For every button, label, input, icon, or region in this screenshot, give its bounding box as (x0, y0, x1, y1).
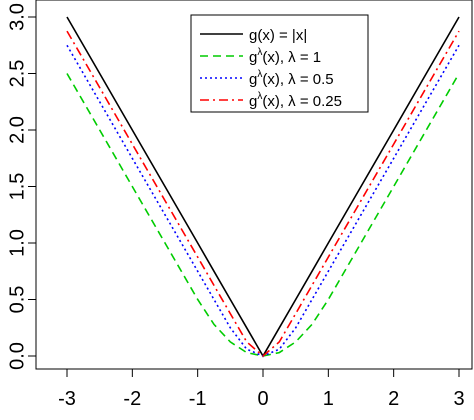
legend-label-1: g(x) = |x| (249, 27, 307, 44)
x-tick-label: -1 (189, 388, 207, 410)
legend-label-2: gλ(x), λ = 1 (249, 47, 321, 66)
legend-label-3: gλ(x), λ = 0.5 (249, 69, 334, 88)
y-tick-label: 2.0 (6, 116, 28, 144)
y-tick-label: 1.5 (6, 173, 28, 201)
y-tick-label: 3.0 (6, 3, 28, 31)
x-tick-label: -2 (123, 388, 141, 410)
legend-label-4: gλ(x), λ = 0.25 (249, 91, 342, 110)
y-tick-label: 0.5 (6, 286, 28, 314)
x-tick-label: 2 (388, 388, 399, 410)
x-tick-label: 1 (323, 388, 334, 410)
x-tick-label: 3 (453, 388, 464, 410)
series-line-4 (66, 30, 460, 358)
y-tick-label: 2.5 (6, 60, 28, 88)
x-tick-label: 0 (257, 388, 268, 410)
legend-box (190, 14, 369, 113)
x-axis: -3 -2 -1 0 1 2 3 (58, 368, 465, 410)
y-axis: 0.0 0.5 1.0 1.5 2.0 2.5 3.0 (6, 3, 37, 370)
y-tick-label: 0.0 (6, 342, 28, 370)
y-tick-label: 1.0 (6, 229, 28, 257)
series-line-2 (66, 73, 460, 357)
x-tick-label: -3 (58, 388, 76, 410)
series-layer (66, 16, 460, 358)
legend: g(x) = |x| gλ(x), λ = 1 gλ(x), λ = 0.5 gλ(x… (190, 14, 369, 113)
